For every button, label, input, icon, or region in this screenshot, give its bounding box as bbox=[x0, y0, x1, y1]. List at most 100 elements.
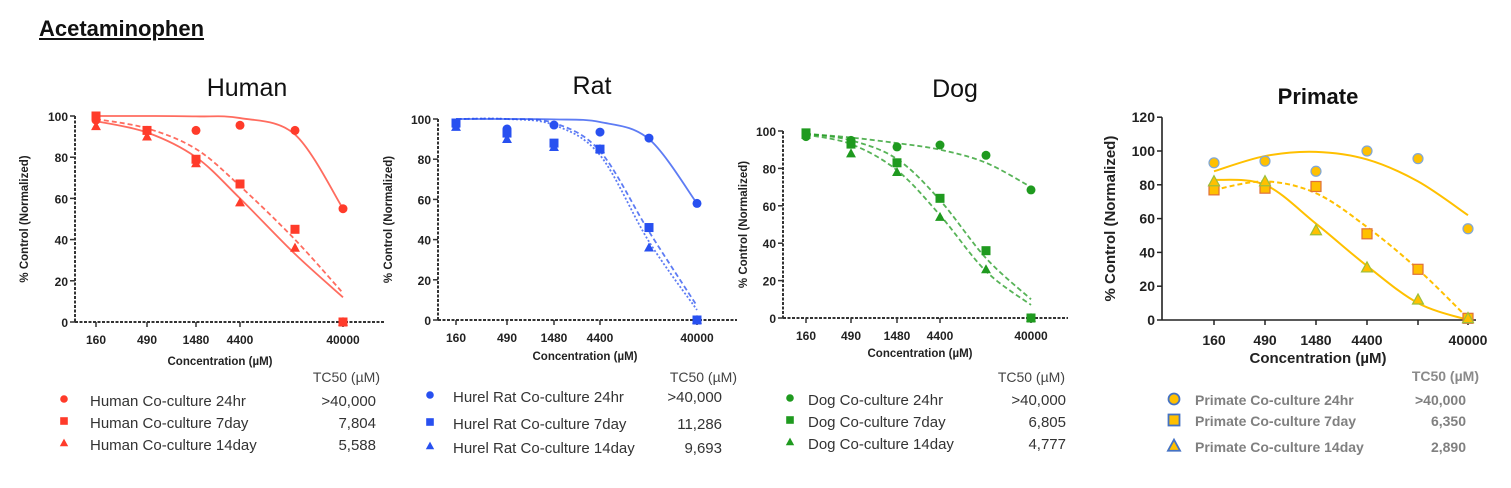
y-tick-label: 20 bbox=[55, 275, 69, 289]
legend-tc50-value: 4,777 bbox=[1028, 436, 1066, 453]
x-tick-label: 1480 bbox=[541, 331, 568, 345]
data-point-circle bbox=[191, 125, 201, 135]
data-point-triangle bbox=[191, 158, 201, 168]
data-point-circle bbox=[1208, 157, 1220, 169]
y-tick-label: 20 bbox=[418, 274, 432, 288]
x-tick-label: 490 bbox=[137, 333, 157, 347]
legend-label: Dog Co-culture 24hr bbox=[808, 392, 943, 409]
panel-title: Rat bbox=[573, 72, 612, 100]
x-tick-label: 1480 bbox=[183, 333, 210, 347]
data-point-triangle bbox=[1207, 174, 1221, 187]
y-tick-label: 100 bbox=[1132, 143, 1156, 159]
x-tick-label: 490 bbox=[841, 329, 861, 343]
legend-marker-square bbox=[786, 416, 794, 424]
legend-tc50-value: >40,000 bbox=[1415, 392, 1466, 408]
data-point-triangle bbox=[1026, 312, 1036, 322]
data-point-triangle bbox=[549, 141, 559, 152]
legend-tc50-value: >40,000 bbox=[1011, 392, 1066, 409]
y-tick-label: 20 bbox=[1139, 278, 1155, 294]
y-tick-label: 40 bbox=[55, 234, 69, 248]
x-axis-label: Concentration (µM) bbox=[1250, 350, 1387, 367]
legend-marker-square bbox=[60, 417, 68, 425]
data-point-square bbox=[846, 139, 856, 149]
data-point-triangle bbox=[338, 316, 348, 326]
legend-marker-circle bbox=[60, 395, 68, 403]
y-tick-label: 40 bbox=[418, 234, 432, 248]
legend-label: Human Co-culture 7day bbox=[90, 415, 249, 432]
fit-curve-square bbox=[1213, 180, 1469, 320]
legend-label: Dog Co-culture 14day bbox=[808, 436, 954, 453]
data-point-square bbox=[1412, 263, 1424, 275]
fit-curve-triangle bbox=[455, 117, 698, 311]
y-axis-label: % Control (Normalized) bbox=[19, 155, 31, 282]
legend-label: Dog Co-culture 7day bbox=[808, 414, 946, 431]
x-tick-label: 160 bbox=[86, 333, 106, 347]
legend-label: Hurel Rat Co-culture 24hr bbox=[453, 389, 624, 406]
data-point-triangle bbox=[142, 131, 152, 141]
data-point-triangle bbox=[892, 166, 902, 177]
data-point-triangle bbox=[1411, 292, 1425, 305]
y-tick-label: 100 bbox=[411, 113, 431, 127]
legend-label: Human Co-culture 14day bbox=[90, 437, 257, 454]
legend-marker-triangle bbox=[785, 437, 795, 446]
legend-marker-triangle bbox=[59, 438, 69, 447]
y-tick-label: 60 bbox=[1139, 211, 1155, 227]
y-tick-label: 60 bbox=[55, 192, 69, 206]
y-tick-label: 80 bbox=[1139, 177, 1155, 193]
data-point-square bbox=[290, 224, 300, 234]
data-point-triangle bbox=[595, 143, 605, 154]
data-point-square bbox=[892, 158, 902, 168]
data-point-triangle bbox=[801, 129, 811, 139]
data-point-triangle bbox=[1258, 174, 1272, 187]
y-tick-label: 20 bbox=[763, 275, 777, 289]
data-point-square bbox=[91, 111, 101, 121]
data-point-triangle bbox=[644, 242, 654, 252]
data-point-square bbox=[1310, 180, 1322, 193]
tc50-header: TC50 (µM) bbox=[1412, 368, 1479, 384]
x-axis-label: Concentration (µM) bbox=[867, 348, 972, 360]
data-point-triangle bbox=[692, 314, 702, 324]
legend-tc50-value: >40,000 bbox=[667, 389, 722, 406]
data-point-circle bbox=[935, 140, 945, 150]
y-tick-label: 0 bbox=[61, 316, 68, 330]
y-tick-label: 0 bbox=[1147, 312, 1155, 328]
legend-label: Hurel Rat Co-culture 14day bbox=[453, 440, 635, 457]
x-tick-label: 4400 bbox=[227, 333, 254, 347]
x-tick-label: 4400 bbox=[927, 329, 954, 343]
tc50-header: TC50 (µM) bbox=[313, 369, 380, 385]
legend-tc50-value: 6,350 bbox=[1431, 413, 1466, 429]
legend-label: Human Co-culture 24hr bbox=[90, 393, 246, 410]
data-point-square bbox=[502, 128, 512, 138]
legend-marker-square bbox=[426, 418, 434, 426]
legend-label: Primate Co-culture 24hr bbox=[1195, 392, 1354, 408]
data-point-circle bbox=[595, 127, 605, 137]
legend-label: Primate Co-culture 14day bbox=[1195, 439, 1364, 455]
x-tick-label: 4400 bbox=[587, 331, 614, 345]
data-point-circle bbox=[892, 142, 902, 152]
panel-title: Dog bbox=[932, 75, 978, 103]
y-axis-label: % Control (Normalized) bbox=[738, 161, 750, 288]
x-tick-label: 160 bbox=[1202, 332, 1226, 348]
legend-tc50-value: 7,804 bbox=[338, 415, 376, 432]
x-axis-label: Concentration (µM) bbox=[532, 351, 637, 363]
data-point-triangle bbox=[290, 242, 300, 252]
x-tick-label: 160 bbox=[796, 329, 816, 343]
data-point-circle bbox=[1259, 155, 1271, 167]
legend-tc50-value: 11,286 bbox=[677, 416, 722, 433]
data-point-square bbox=[935, 193, 945, 203]
data-point-circle bbox=[338, 204, 348, 214]
y-axis-label: % Control (Normalized) bbox=[383, 156, 395, 283]
data-point-circle bbox=[235, 120, 245, 130]
fit-curve-circle bbox=[95, 115, 344, 210]
data-point-triangle bbox=[935, 211, 945, 221]
x-axis-label: Concentration (µM) bbox=[167, 356, 272, 368]
data-point-square bbox=[1361, 228, 1373, 240]
data-point-circle bbox=[981, 150, 991, 160]
fit-curve-triangle bbox=[1213, 178, 1469, 321]
data-point-square bbox=[644, 223, 654, 233]
y-axis-label: % Control (Normalized) bbox=[1102, 136, 1119, 302]
y-tick-label: 0 bbox=[769, 312, 776, 326]
